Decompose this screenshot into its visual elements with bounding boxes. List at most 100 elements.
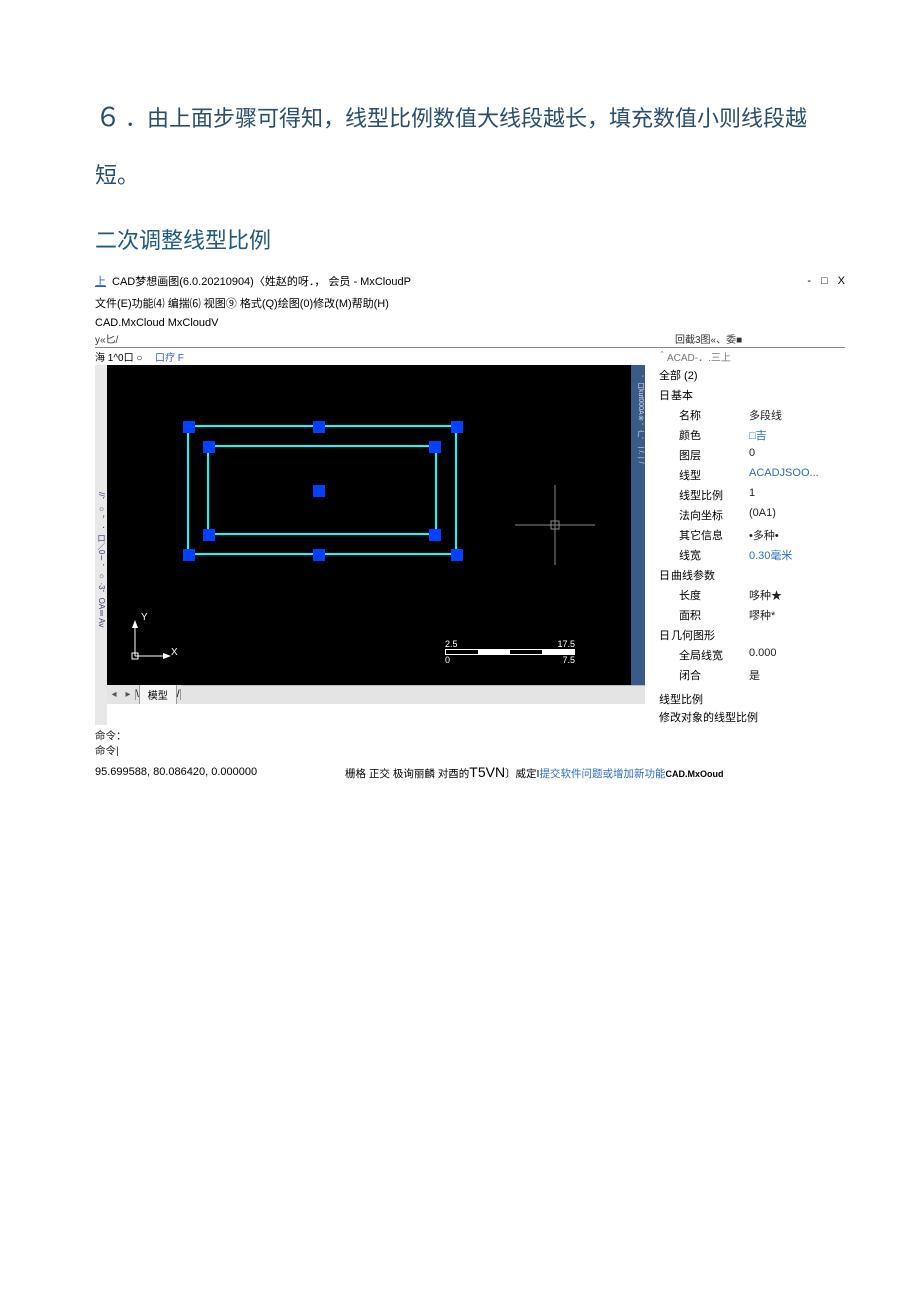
ucs-axis-icon: Y X [127, 614, 177, 667]
left-tool-strip[interactable]: //．○ ， ．口／0∼ ．○ ·3．OA‖Av [95, 365, 107, 725]
property-row[interactable]: 图层0 [655, 445, 845, 465]
cmd-line-2[interactable]: 命令| [95, 743, 845, 758]
crosshair-cursor [515, 485, 595, 568]
selection-grip[interactable] [429, 441, 441, 453]
scale-bot-l: 0 [445, 655, 450, 665]
property-value[interactable]: 哆种★ [749, 587, 845, 603]
property-row[interactable]: 闭合是 [655, 665, 845, 685]
menu-bar[interactable]: 文件(E)功能⑷ 编揣⑹ 视图⑨ 格式(Q)绘图(0)修改(M)帮助(H) [95, 291, 845, 315]
status-mid-b: 〕威定I [505, 768, 539, 780]
property-value[interactable]: 0.30毫米 [749, 547, 845, 563]
property-value[interactable]: 嘐种* [749, 607, 845, 623]
selection-grip[interactable] [313, 485, 325, 497]
step-heading-line1: ６．由上面步骤可得知，线型比例数值大线段越长，填充数值小则线段越 [95, 95, 850, 139]
app-icon: 上 [95, 273, 106, 289]
selection-grip[interactable] [203, 529, 215, 541]
property-row[interactable]: 颜色□吉 [655, 425, 845, 445]
selection-grip[interactable] [183, 421, 195, 433]
drawing-canvas[interactable]: ．口kut000A※．广．一/.一/ Y X [107, 365, 645, 685]
property-key: 全局线宽 [679, 647, 749, 663]
status-mid-a[interactable]: 栅格 正交 极询丽麟 对酉的 [345, 768, 469, 780]
cat-curve-label: 曲线参数 [671, 567, 715, 583]
property-row[interactable]: 长度哆种★ [655, 585, 845, 605]
prop-header[interactable]: 全部 (2) [655, 365, 845, 385]
axis-x-label: X [171, 647, 178, 658]
property-value[interactable]: 是 [749, 667, 845, 683]
property-value[interactable]: 1 [749, 487, 845, 503]
tool-a: y«匕/ [95, 331, 130, 346]
selection-grip[interactable] [183, 549, 195, 561]
tab-next-button[interactable]: ▸ [121, 689, 135, 700]
cursor-coordinates: 95.699588, 80.086420, 0.000000 [95, 766, 345, 778]
status-big: T5VN [469, 764, 505, 780]
linetype-display: ＾ACAD-．.三上 [657, 349, 817, 364]
property-row[interactable]: 其它信息•多种• [655, 525, 845, 545]
vertical-ruler: ．口kut000A※．广．一/.一/ [631, 365, 645, 685]
property-value[interactable]: 多段线 [749, 407, 845, 423]
selection-grip[interactable] [313, 421, 325, 433]
sub-brand-row: CAD.MxCloud MxCloudV [95, 315, 845, 331]
property-key: 法向坐标 [679, 507, 749, 523]
feedback-link[interactable]: 提交软件问题或增加新功能 [539, 768, 665, 780]
property-row[interactable]: 线宽0.30毫米 [655, 545, 845, 565]
tool-d [815, 331, 845, 346]
property-row[interactable]: 线型ACADJSOO... [655, 465, 845, 485]
cad-app-window: 上 CAD梦想画图(6.0.20210904)〈姓赵的呀．， 会员 - MxCl… [95, 271, 845, 781]
collapse-icon[interactable]: 日 [659, 387, 671, 403]
property-key: 面积 [679, 607, 749, 623]
model-tab[interactable]: 模型 [139, 685, 177, 704]
property-key: 线型 [679, 467, 749, 483]
prop-footer-desc: 修改对象的线型比例 [655, 707, 845, 725]
selection-grip[interactable] [429, 529, 441, 541]
property-row[interactable]: 线型比例1 [655, 485, 845, 505]
command-line-area[interactable]: 命令： 命令| [95, 725, 845, 764]
toolbar-row-1[interactable]: y«匕/ 回截3图«、委■ [95, 331, 845, 348]
layer-select[interactable]: 口疗 F [155, 349, 657, 364]
collapse-icon[interactable]: 日 [659, 567, 671, 583]
maximize-button[interactable]: □ [821, 275, 828, 287]
property-key: 长度 [679, 587, 749, 603]
collapse-icon[interactable]: 日 [659, 627, 671, 643]
properties-panel[interactable]: 全部 (2) 日基本 名称多段线颜色□吉图层0线型ACADJSOO...线型比例… [645, 365, 845, 725]
property-row[interactable]: 名称多段线 [655, 405, 845, 425]
property-key: 线型比例 [679, 487, 749, 503]
property-value[interactable]: •多种• [749, 527, 845, 543]
status-brand: CAD.MxOoud [665, 769, 723, 779]
title-bar[interactable]: 上 CAD梦想画图(6.0.20210904)〈姓赵的呀．， 会员 - MxCl… [95, 271, 845, 291]
selection-grip[interactable] [203, 441, 215, 453]
scale-widget: 2.517.5 07.5 [445, 639, 575, 665]
property-key: 其它信息 [679, 527, 749, 543]
property-value[interactable]: ACADJSOO... [749, 467, 845, 483]
property-row[interactable]: 全局线宽0.000 [655, 645, 845, 665]
close-button[interactable]: X [838, 275, 845, 287]
property-value[interactable]: 0 [749, 447, 845, 463]
cmd-line-1: 命令： [95, 728, 845, 743]
toolbar-row-2[interactable]: 海 1^0口 ○ 口疗 F ＾ACAD-．.三上 [95, 348, 845, 365]
property-key: 闭合 [679, 667, 749, 683]
property-row[interactable]: 面积嘐种* [655, 605, 845, 625]
selection-grip[interactable] [313, 549, 325, 561]
property-row[interactable]: 法向坐标(0A1) [655, 505, 845, 525]
prop-category-basic[interactable]: 日基本 [655, 385, 845, 405]
prop-category-geom[interactable]: 日几何图形 [655, 625, 845, 645]
selection-grip[interactable] [451, 421, 463, 433]
selection-grip[interactable] [451, 549, 463, 561]
step-text: ．由上面步骤可得知，线型比例数值大线段越长，填充数值小则线段越 [125, 106, 807, 131]
model-tabs[interactable]: ◂ ▸ \ 模型 / [107, 685, 645, 704]
property-key: 名称 [679, 407, 749, 423]
section-heading: 二次调整线型比例 [95, 223, 850, 255]
tab-prev-button[interactable]: ◂ [107, 689, 121, 700]
tabs-fill [181, 685, 645, 704]
tool-c: 回截3图«、委■ [675, 331, 815, 346]
workspace: //．○ ， ．口／0∼ ．○ ·3．OA‖Av ．口kut000A※．广．一/… [95, 365, 845, 725]
status-toggles[interactable]: 栅格 正交 极询丽麟 对酉的T5VN〕威定I提交软件问题或增加新功能CAD.Mx… [345, 764, 845, 781]
minimize-button[interactable]: - [807, 275, 811, 287]
property-value[interactable]: (0A1) [749, 507, 845, 523]
property-value[interactable]: 0.000 [749, 647, 845, 663]
property-key: 线宽 [679, 547, 749, 563]
scale-top-r: 17.5 [557, 639, 575, 649]
property-value[interactable]: □吉 [749, 427, 845, 443]
title-text: CAD梦想画图(6.0.20210904)〈姓赵的呀．， 会员 - MxClou… [112, 273, 807, 289]
prop-category-curve[interactable]: 日曲线参数 [655, 565, 845, 585]
step-heading-line2: 短。 [95, 157, 850, 194]
